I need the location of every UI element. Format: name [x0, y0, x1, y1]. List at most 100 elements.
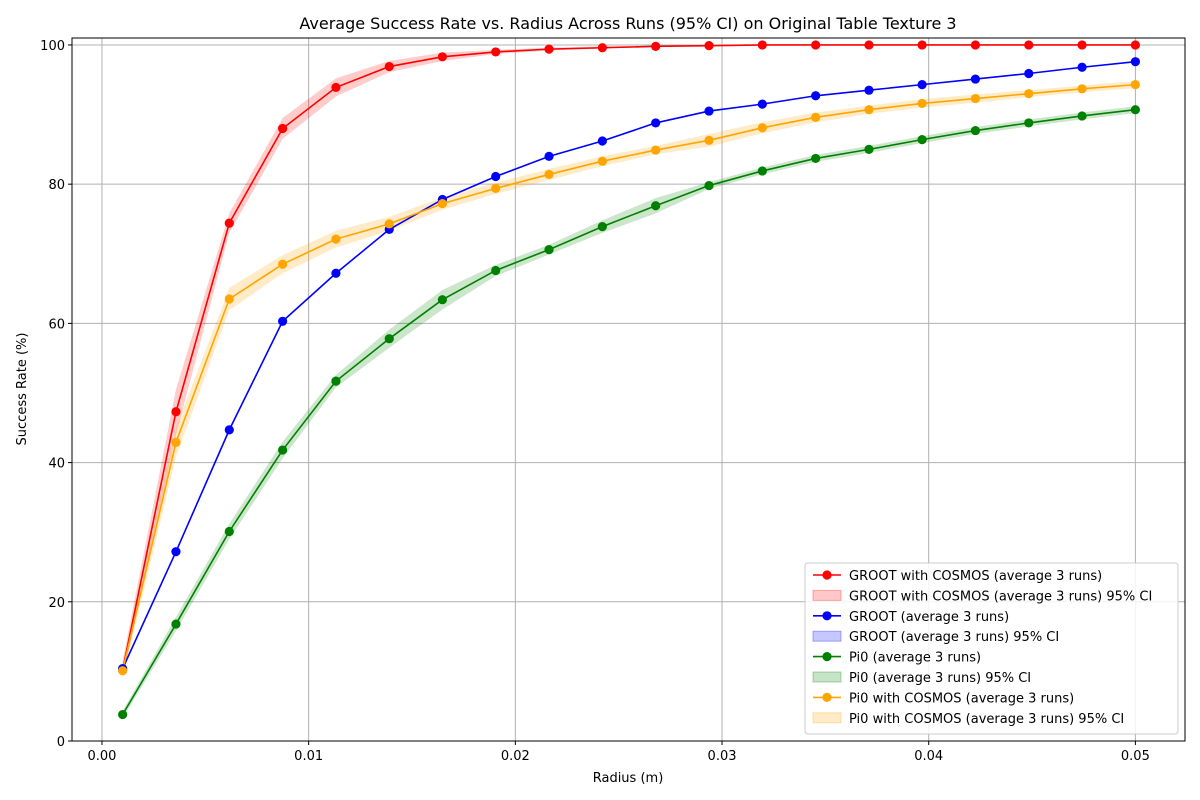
- series-line-2: [121, 108, 1136, 715]
- data-point: [864, 40, 874, 50]
- x-tick-label: 0.03: [708, 749, 737, 764]
- legend-band-swatch: [812, 671, 842, 683]
- data-point: [1077, 62, 1087, 72]
- series-points: [118, 40, 1140, 720]
- data-point: [491, 171, 501, 182]
- legend-box: [804, 562, 1179, 735]
- data-point: [651, 145, 661, 155]
- data-point: [704, 106, 714, 116]
- legend-marker: [822, 652, 832, 662]
- data-point: [970, 74, 981, 84]
- legend-marker: [822, 692, 832, 703]
- data-point: [491, 47, 501, 57]
- plot-frame: [71, 37, 1186, 742]
- data-point: [278, 445, 288, 455]
- legend-marker: [822, 611, 832, 621]
- data-point: [171, 437, 181, 447]
- data-point: [278, 316, 288, 326]
- data-point: [917, 80, 927, 90]
- data-point: [811, 40, 821, 50]
- data-point: [970, 40, 981, 50]
- series-line-0: [121, 44, 1136, 671]
- data-point: [331, 82, 341, 93]
- data-point: [757, 99, 767, 109]
- y-tick-label: 0: [57, 735, 65, 750]
- x-tick-label: 0.02: [501, 749, 530, 764]
- data-point: [1077, 84, 1087, 94]
- legend-entry: Pi0 with COSMOS (average 3 runs) 95% CI: [849, 712, 1124, 727]
- data-point: [544, 244, 554, 255]
- data-point: [1024, 89, 1034, 99]
- data-point: [917, 40, 927, 50]
- data-point: [331, 376, 341, 386]
- data-point: [917, 135, 927, 145]
- data-point: [384, 61, 394, 72]
- legend-entry: Pi0 (average 3 runs): [849, 651, 981, 666]
- x-tick-label: 0.05: [1121, 749, 1150, 764]
- data-point: [1077, 40, 1087, 50]
- y-axis-ticks: 0 20 40 60 80 100: [40, 39, 72, 750]
- y-axis-label: Success Rate (%): [15, 333, 30, 446]
- data-point: [704, 135, 714, 145]
- data-point: [1077, 111, 1087, 121]
- data-point: [224, 526, 234, 537]
- x-tick-label: 0.04: [914, 749, 943, 764]
- data-point: [917, 98, 927, 109]
- series-line-3: [121, 83, 1136, 671]
- data-point: [437, 199, 447, 209]
- grid: [72, 38, 1185, 742]
- data-point: [811, 153, 821, 164]
- data-point: [1130, 57, 1140, 67]
- legend-entry: GROOT with COSMOS (average 3 runs) 95% C…: [849, 589, 1152, 604]
- data-point: [597, 222, 607, 232]
- data-point: [757, 40, 767, 50]
- chart-title: Average Success Rate vs. Radius Across R…: [299, 14, 956, 33]
- legend-entry: GROOT (average 3 runs) 95% CI: [849, 630, 1059, 645]
- y-tick-label: 40: [48, 457, 65, 472]
- data-point: [171, 407, 181, 417]
- x-tick-label: 0.01: [294, 749, 323, 764]
- data-point: [491, 265, 501, 276]
- data-point: [597, 136, 607, 146]
- data-point: [651, 41, 661, 51]
- data-point: [224, 425, 234, 435]
- data-point: [811, 91, 821, 101]
- data-point: [437, 52, 447, 62]
- data-point: [544, 169, 554, 180]
- x-tick-label: 0.00: [87, 749, 116, 764]
- legend-band-swatch: [812, 630, 842, 642]
- data-point: [224, 294, 234, 304]
- legend-entry: GROOT with COSMOS (average 3 runs): [849, 569, 1102, 584]
- series-lines: [121, 44, 1136, 715]
- data-point: [651, 118, 661, 128]
- legend-entry: Pi0 (average 3 runs) 95% CI: [849, 671, 1031, 686]
- data-point: [437, 295, 447, 305]
- data-point: [1130, 40, 1140, 50]
- x-axis-ticks: 0.00 0.01 0.02 0.03 0.04 0.05: [87, 741, 1150, 764]
- y-tick-label: 100: [40, 39, 65, 54]
- data-point: [864, 85, 874, 95]
- data-point: [278, 259, 288, 269]
- data-point: [118, 709, 128, 720]
- data-point: [224, 218, 234, 228]
- data-point: [597, 156, 607, 166]
- data-point: [811, 112, 821, 122]
- legend-marker: [822, 570, 832, 580]
- data-point: [544, 44, 554, 54]
- legend-band-swatch: [812, 712, 842, 724]
- legend-band-swatch: [812, 589, 842, 601]
- x-axis-label: Radius (m): [593, 771, 664, 786]
- data-point: [1130, 80, 1140, 90]
- data-point: [970, 93, 981, 104]
- legend-entry: Pi0 with COSMOS (average 3 runs): [849, 691, 1074, 706]
- data-point: [384, 334, 394, 344]
- y-tick-label: 80: [48, 178, 65, 193]
- data-point: [491, 183, 501, 193]
- legend: GROOT with COSMOS (average 3 runs) GROOT …: [804, 562, 1179, 735]
- y-tick-label: 20: [48, 596, 65, 611]
- y-tick-label: 60: [48, 317, 65, 332]
- ci-band-3: [122, 81, 1136, 679]
- data-point: [384, 219, 394, 229]
- data-point: [118, 666, 128, 676]
